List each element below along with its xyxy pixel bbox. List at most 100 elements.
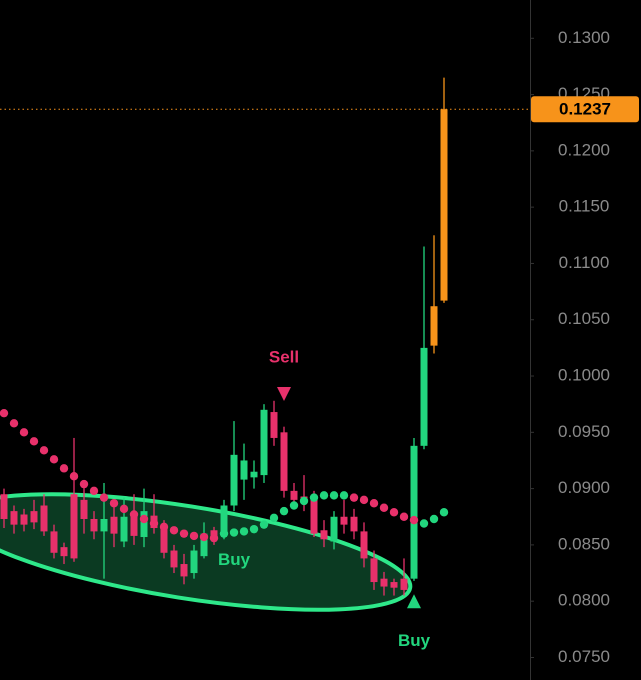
trend-dot [319, 491, 329, 500]
candle-body [360, 531, 368, 559]
candle-body [210, 530, 218, 538]
candle-body [330, 516, 338, 542]
candle-body [390, 582, 398, 588]
trend-dot [239, 527, 249, 536]
trend-dot [159, 522, 169, 532]
candle-body [440, 109, 448, 301]
candle-body [290, 490, 298, 500]
trend-dot [179, 529, 189, 538]
candle-body [250, 471, 258, 478]
candle-body [410, 445, 418, 579]
trend-dot [129, 510, 139, 519]
trend-dot [339, 491, 349, 500]
last-price-box [531, 96, 639, 123]
trend-dot [39, 446, 49, 455]
y-tick-label: 0.0950 [558, 422, 610, 441]
candle-body [110, 516, 118, 534]
candle-body [40, 505, 48, 532]
candle-body [140, 511, 148, 538]
candle-body [50, 531, 58, 553]
trend-dot [289, 501, 299, 510]
y-tick-label: 0.1200 [558, 140, 610, 159]
candle-body [170, 550, 178, 568]
trend-dot [79, 479, 89, 489]
candle-body [200, 533, 208, 557]
candle-body [20, 514, 28, 525]
candle-body [160, 528, 168, 553]
trend-dot [29, 437, 39, 446]
candle-body [370, 558, 378, 583]
signal-label: Buy [398, 631, 431, 650]
y-tick-label: 0.1300 [558, 28, 610, 47]
candle-body [190, 550, 198, 574]
trend-dot [0, 408, 9, 418]
trend-dot [389, 508, 399, 517]
trend-dot [309, 493, 319, 502]
trend-dot [219, 529, 229, 538]
candle-body [380, 578, 388, 587]
trend-dot [139, 514, 149, 524]
trend-dot [9, 419, 19, 428]
candle-body [10, 511, 18, 525]
candle-body [350, 516, 358, 532]
candle-body [100, 519, 108, 532]
y-tick-label: 0.1100 [559, 253, 610, 272]
signal-marker [277, 387, 291, 402]
trend-dot [19, 428, 29, 437]
trend-dot [209, 533, 219, 543]
candle-body [310, 496, 318, 534]
y-tick-label: 0.0900 [558, 478, 610, 497]
trend-dot [49, 455, 59, 464]
candle-body [120, 516, 128, 542]
trend-dot [59, 464, 69, 473]
candle-body [130, 514, 138, 536]
candle-body [280, 432, 288, 491]
candle-body [270, 412, 278, 438]
y-tick-label: 0.1050 [558, 309, 610, 328]
trend-dot [69, 472, 79, 481]
y-tick-label: 0.1150 [559, 197, 610, 216]
candle-body [30, 511, 38, 523]
candle-body [230, 454, 238, 506]
trend-dot [399, 512, 409, 521]
trend-dot [249, 524, 259, 534]
candle-body [400, 578, 408, 590]
candle-body [430, 306, 438, 346]
trend-dot [119, 504, 129, 514]
last-price-label: 0.1237 [559, 100, 611, 119]
signal-label: Buy [218, 550, 251, 569]
candle-body [420, 347, 428, 446]
trend-dot [369, 499, 379, 508]
trend-dot [329, 491, 339, 500]
candle-body [320, 530, 328, 540]
candle-body [90, 519, 98, 532]
trend-dot [349, 493, 359, 502]
trend-dot [429, 514, 439, 524]
signal-marker [407, 594, 421, 609]
trend-dot [149, 519, 159, 528]
candle-body [260, 409, 268, 476]
candle-body [340, 516, 348, 525]
signal-label: Sell [269, 347, 299, 366]
trend-dot [259, 520, 269, 529]
candle-body [240, 460, 248, 480]
candle-body [220, 505, 228, 534]
candle-body [70, 494, 78, 559]
candle-body [0, 494, 8, 520]
trend-dot [439, 508, 449, 517]
trend-dot [199, 532, 209, 542]
trend-dot [409, 515, 419, 525]
trend-dot [299, 496, 309, 506]
candle-body [60, 547, 68, 557]
trend-dot [279, 506, 289, 516]
y-tick-label: 0.0750 [558, 647, 610, 666]
trend-dot [89, 486, 99, 496]
trend-dot [419, 519, 429, 528]
y-tick-label: 0.0800 [558, 591, 610, 610]
candle-body [180, 564, 188, 577]
y-tick-label: 0.1000 [558, 366, 610, 385]
trend-dot [229, 528, 239, 537]
trend-dot [269, 513, 279, 523]
